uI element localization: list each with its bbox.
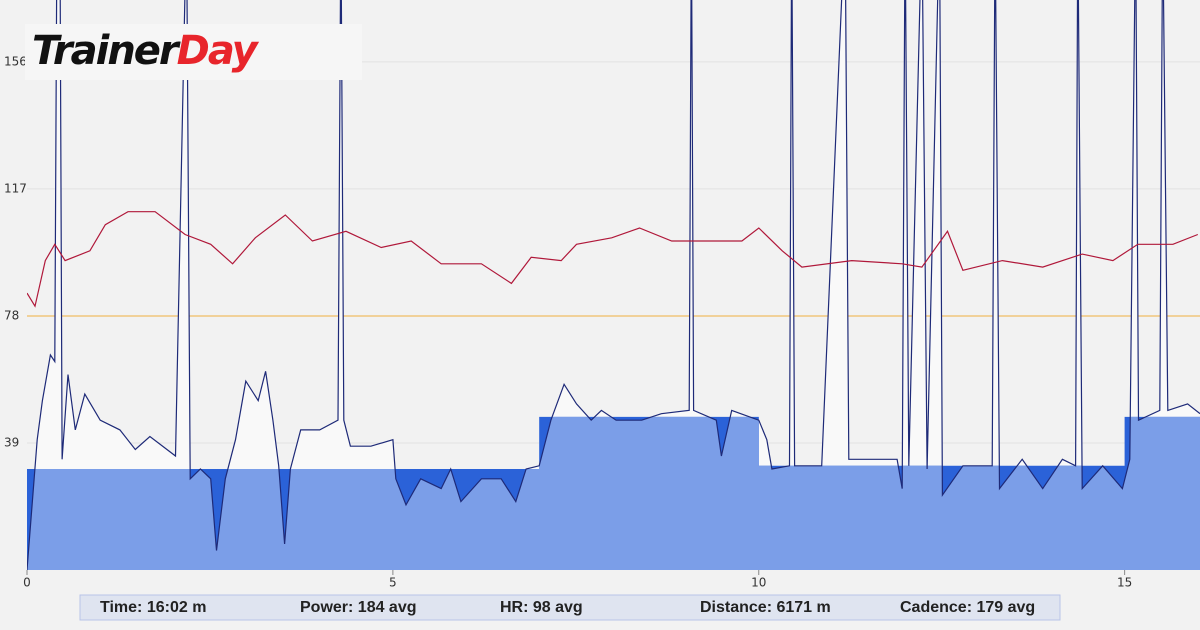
summary-item: Power: 184 avg <box>300 599 417 616</box>
summary-item: Time: 16:02 m <box>100 599 206 616</box>
y-tick-label: 39 <box>4 435 19 449</box>
logo-text: Trainer <box>32 28 181 74</box>
x-tick-label: 15 <box>1117 576 1132 590</box>
summary-item: Distance: 6171 m <box>700 599 831 616</box>
target-area <box>27 416 1200 570</box>
axes: 39 78 117 156 0 5 10 15 <box>4 54 1132 589</box>
power-above-area <box>27 0 1200 570</box>
logo-text: Day <box>177 28 260 74</box>
grid <box>27 61 1200 444</box>
plot-area <box>27 0 1200 570</box>
y-tick-label: 117 <box>4 181 27 195</box>
x-tick-label: 0 <box>23 576 31 590</box>
y-tick-label: 78 <box>4 308 19 322</box>
summary-item: Cadence: 179 avg <box>900 599 1035 616</box>
summary-box <box>79 594 1061 621</box>
x-tick-label: 5 <box>389 576 397 590</box>
series-line <box>27 211 1199 308</box>
x-tick-label: 10 <box>751 576 766 590</box>
y-tick-label: 156 <box>4 54 27 68</box>
summary-item: HR: 98 avg <box>500 599 583 616</box>
series-line <box>27 0 1200 570</box>
logo: TrainerDay <box>32 28 260 74</box>
logo-box <box>25 24 362 80</box>
